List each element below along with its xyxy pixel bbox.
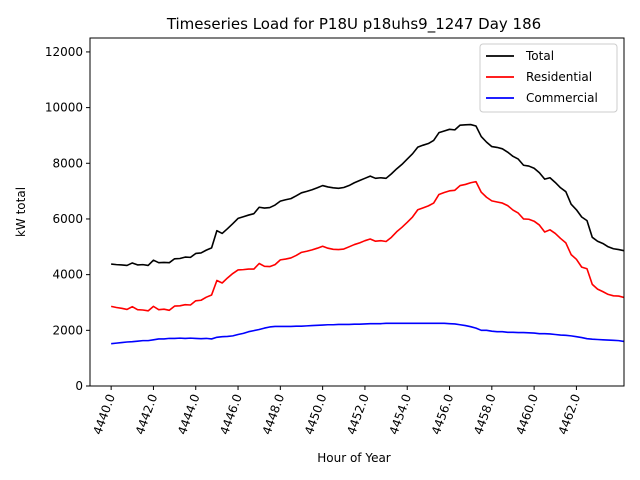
y-tick-label: 8000 xyxy=(52,156,83,170)
legend-box xyxy=(479,43,618,113)
chart-legend: Total Residential Commercial xyxy=(479,43,618,113)
y-tick-label: 2000 xyxy=(52,323,83,337)
series-layer xyxy=(110,123,624,345)
legend-label-commercial: Commercial xyxy=(526,91,598,105)
y-tick-label: 6000 xyxy=(52,212,83,226)
series-line-residential xyxy=(110,180,624,312)
series-line-commercial xyxy=(111,322,624,345)
y-axis-ticks: 0 2000 4000 6000 8000 10000 12000 xyxy=(45,45,90,393)
series-line-total xyxy=(111,123,624,267)
y-axis-label: kW total xyxy=(14,187,28,237)
y-tick-label: 4000 xyxy=(52,268,83,282)
y-tick-label: 12000 xyxy=(45,45,83,59)
plot-frame xyxy=(89,37,625,387)
y-tick-label: 0 xyxy=(75,379,83,393)
x-axis-label: Hour of Year xyxy=(317,451,391,465)
y-tick-label: 10000 xyxy=(45,101,83,115)
legend-label-residential: Residential xyxy=(526,70,592,84)
chart-title: Timeseries Load for P18U p18uhs9_1247 Da… xyxy=(166,15,541,34)
legend-label-total: Total xyxy=(525,49,554,63)
